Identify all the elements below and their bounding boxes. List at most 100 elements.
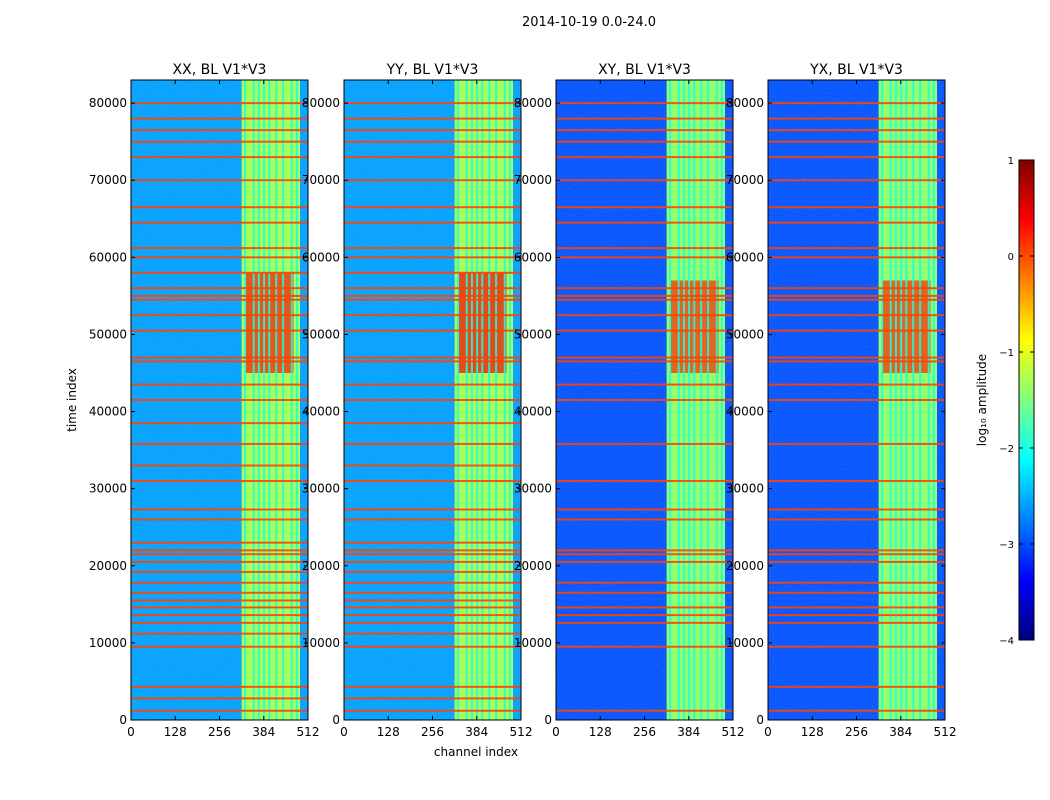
flagged-time-row [344, 206, 521, 209]
flagged-time-row [768, 360, 945, 363]
flagged-time-row [768, 179, 945, 182]
y-tick-label: 10000 [514, 636, 552, 650]
flagged-time-row [556, 560, 733, 563]
x-tick-label: 256 [845, 725, 868, 739]
y-tick-label: 30000 [726, 482, 764, 496]
flagged-time-row [344, 314, 521, 317]
flagged-time-row [344, 287, 521, 290]
flagged-time-row [768, 553, 945, 556]
flagged-time-row [344, 117, 521, 120]
flagged-time-row [344, 479, 521, 482]
y-tick-label: 70000 [302, 173, 340, 187]
flagged-time-row [131, 383, 308, 386]
flagged-time-row [768, 102, 945, 105]
flagged-time-row [131, 360, 308, 363]
x-tick-label: 0 [552, 725, 560, 739]
panel-title: YY, BL V1*V3 [386, 62, 479, 78]
y-tick-label: 70000 [514, 173, 552, 187]
panel-xx: XX, BL V1*V3 0 128 256 384 512 0 10000 20000 3000… [89, 62, 320, 739]
x-tick-label: 512 [934, 725, 957, 739]
y-tick-label: 40000 [514, 405, 552, 419]
x-tick-label: 512 [510, 725, 533, 739]
flagged-time-row [556, 206, 733, 209]
flagged-time-row [556, 508, 733, 511]
flagged-time-row [131, 621, 308, 624]
x-tick-label: 0 [764, 725, 772, 739]
flagged-time-row [768, 560, 945, 563]
flagged-time-row [131, 422, 308, 425]
flagged-time-row [556, 329, 733, 332]
flagged-time-row [344, 541, 521, 544]
y-tick-label: 20000 [726, 559, 764, 573]
y-tick-label: 50000 [302, 327, 340, 341]
flagged-time-row [131, 570, 308, 573]
flagged-time-row [344, 442, 521, 445]
flagged-time-row [556, 709, 733, 712]
panels: XX, BL V1*V3 0 128 256 384 512 0 10000 20000 3000… [89, 62, 957, 739]
flagged-time-row [768, 709, 945, 712]
flagged-time-row [131, 464, 308, 467]
y-tick-label: 60000 [514, 250, 552, 264]
panel-title: XY, BL V1*V3 [598, 62, 691, 78]
y-tick-label: 70000 [89, 173, 127, 187]
x-tick-label: 128 [377, 725, 400, 739]
x-tick-label: 128 [589, 725, 612, 739]
x-tick-label: 256 [208, 725, 231, 739]
flagged-time-row [344, 356, 521, 359]
x-tick-label: 128 [164, 725, 187, 739]
y-tick-label: 40000 [302, 405, 340, 419]
y-tick-label: 60000 [89, 250, 127, 264]
flagged-time-row [344, 298, 521, 301]
flagged-time-row [344, 632, 521, 635]
flagged-time-row [556, 399, 733, 401]
flagged-time-row [768, 156, 945, 159]
flagged-time-row [768, 298, 945, 301]
flagged-time-row [556, 298, 733, 301]
x-tick-label: 0 [127, 725, 135, 739]
flagged-time-row [556, 383, 733, 386]
x-tick-label: 512 [722, 725, 745, 739]
flagged-time-row [344, 179, 521, 182]
flagged-time-row [131, 221, 308, 224]
flagged-time-row [344, 518, 521, 521]
y-tick-label: 40000 [89, 405, 127, 419]
flagged-time-row [556, 606, 733, 609]
flagged-time-row [131, 549, 308, 552]
y-tick-label: 10000 [89, 636, 127, 650]
flagged-time-row [344, 422, 521, 425]
y-tick-label: 50000 [514, 327, 552, 341]
flagged-time-row [768, 294, 945, 297]
flagged-time-row [131, 179, 308, 182]
flagged-time-row [131, 553, 308, 556]
colorbar-tick-label: 1 [1008, 156, 1014, 167]
y-tick-label: 10000 [302, 636, 340, 650]
flagged-time-row [768, 645, 945, 648]
colorbar-ticks: 1 0 −1 −2 −3 −4 [999, 156, 1034, 647]
colorbar-tick-label: −1 [999, 348, 1014, 359]
x-tick-label: 384 [465, 725, 488, 739]
flagged-time-row [131, 508, 308, 511]
colorbar-tick-label: −4 [999, 636, 1014, 647]
flagged-time-row [768, 479, 945, 482]
flagged-time-row [556, 591, 733, 594]
flagged-time-row [131, 129, 308, 132]
flagged-time-row [768, 140, 945, 143]
y-tick-label: 20000 [514, 559, 552, 573]
y-tick-label: 70000 [726, 173, 764, 187]
flagged-time-row [131, 560, 308, 563]
flagged-time-row [131, 314, 308, 317]
y-tick-label: 60000 [302, 250, 340, 264]
y-tick-label: 80000 [726, 96, 764, 110]
flagged-time-row [556, 221, 733, 224]
flagged-time-row [556, 581, 733, 584]
y-tick-label: 10000 [726, 636, 764, 650]
y-tick-label: 50000 [89, 327, 127, 341]
flagged-time-row [131, 206, 308, 209]
flagged-time-row [131, 247, 308, 250]
flagged-time-row [768, 356, 945, 359]
y-tick-label: 80000 [514, 96, 552, 110]
flagged-time-row [131, 287, 308, 290]
flagged-time-row [344, 553, 521, 556]
figure-title: 2014-10-19 0.0-24.0 [522, 15, 656, 30]
flagged-time-row [131, 399, 308, 401]
